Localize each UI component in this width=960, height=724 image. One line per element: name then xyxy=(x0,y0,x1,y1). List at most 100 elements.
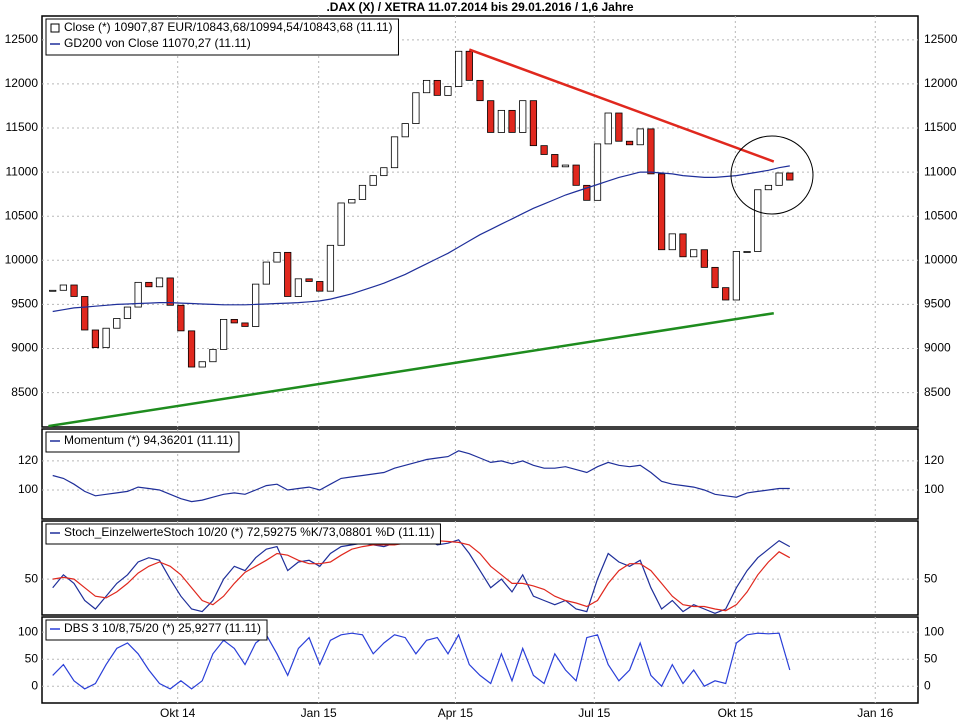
x-tick-label: Okt 15 xyxy=(718,706,754,720)
candle xyxy=(316,281,324,292)
candle xyxy=(209,348,217,363)
y-tick-label: 9500 xyxy=(924,297,951,311)
candle xyxy=(113,318,121,329)
candle xyxy=(241,322,249,327)
candle xyxy=(70,284,78,297)
candle xyxy=(764,184,773,191)
legend-label: Close (*) 10907,87 EUR/10843,68/10994,54… xyxy=(64,20,392,34)
legend-label: DBS 3 10/8,75/20 (*) 25,9277 (11.11) xyxy=(64,621,261,635)
chart-title: .DAX (X) / XETRA 11.07.2014 bis 29.01.20… xyxy=(326,0,633,14)
candle xyxy=(348,199,356,204)
candle xyxy=(529,100,538,147)
legend-swatch xyxy=(50,23,60,33)
y-tick-label: 11500 xyxy=(924,120,957,134)
candle xyxy=(177,304,185,332)
y-tick-label: 12500 xyxy=(924,32,958,46)
legend-box xyxy=(45,523,441,545)
series-line xyxy=(52,165,790,313)
candle xyxy=(305,278,313,282)
y-tick-label: 8500 xyxy=(11,385,38,399)
candle xyxy=(572,164,580,186)
y-tick-label: 50 xyxy=(25,651,39,665)
series-line xyxy=(52,450,790,503)
legend: Stoch_EinzelwerteStoch 10/20 (*) 72,5927… xyxy=(45,523,441,545)
candle xyxy=(220,318,228,350)
x-tick-label: Jul 15 xyxy=(578,706,610,720)
candle xyxy=(615,112,623,142)
candle xyxy=(487,100,495,133)
y-tick-label: 100 xyxy=(924,482,944,496)
candle xyxy=(711,266,719,289)
y-tick-label: 11500 xyxy=(6,120,39,134)
candle xyxy=(390,136,399,169)
candle xyxy=(433,79,441,96)
candle xyxy=(422,79,431,94)
candle xyxy=(91,329,100,349)
legend: Momentum (*) 94,36201 (11.11) xyxy=(45,431,240,453)
legend: DBS 3 10/8,75/20 (*) 25,9277 (11.11) xyxy=(45,619,268,641)
candle xyxy=(754,189,762,252)
candle xyxy=(198,361,206,368)
candle xyxy=(294,278,302,297)
candle xyxy=(262,261,270,285)
y-tick-label: 0 xyxy=(31,678,38,692)
candle xyxy=(636,128,644,146)
y-tick-label: 10500 xyxy=(924,208,958,222)
candle xyxy=(145,281,153,288)
candle xyxy=(690,249,698,258)
candle xyxy=(369,175,377,186)
candle xyxy=(444,86,452,96)
y-tick-label: 9000 xyxy=(11,341,38,355)
plot-area xyxy=(52,632,791,690)
candle xyxy=(497,109,505,133)
candle xyxy=(786,172,794,181)
y-tick-label: 10000 xyxy=(924,252,958,266)
y-tick-label: 50 xyxy=(924,651,938,665)
trendline xyxy=(468,48,775,163)
y-tick-label: 50 xyxy=(924,571,938,585)
legend-label: Stoch_EinzelwerteStoch 10/20 (*) 72,5927… xyxy=(64,525,434,539)
plot-area xyxy=(48,48,794,427)
candle xyxy=(273,251,281,263)
panel-frame xyxy=(41,616,919,704)
candle xyxy=(102,327,110,349)
candle xyxy=(455,50,463,87)
candle xyxy=(401,123,409,138)
candle xyxy=(59,284,67,291)
panel-frame xyxy=(41,15,919,428)
candle xyxy=(583,184,591,201)
candle xyxy=(81,296,89,331)
candle xyxy=(722,287,730,301)
candle xyxy=(465,50,473,81)
candle xyxy=(326,244,335,292)
candle xyxy=(732,251,740,301)
candle xyxy=(743,251,751,253)
candle xyxy=(187,330,196,368)
candle xyxy=(49,289,57,292)
candle xyxy=(134,281,142,308)
candle xyxy=(337,202,345,246)
candle xyxy=(700,249,708,268)
candle xyxy=(604,112,612,145)
legend-box xyxy=(45,18,399,56)
trendline xyxy=(48,311,774,427)
candle xyxy=(358,184,367,200)
y-tick-label: 12000 xyxy=(5,76,39,90)
candle xyxy=(775,172,783,186)
legend-box xyxy=(45,431,240,453)
y-tick-label: 120 xyxy=(18,453,38,467)
y-tick-label: 12000 xyxy=(924,76,958,90)
x-tick-label: Jan 15 xyxy=(301,706,337,720)
candle xyxy=(561,164,570,168)
y-tick-label: 10000 xyxy=(5,252,39,266)
x-tick-label: Apr 15 xyxy=(438,706,474,720)
y-tick-label: 11000 xyxy=(924,164,957,178)
y-tick-label: 8500 xyxy=(924,385,951,399)
y-tick-label: 10500 xyxy=(5,208,39,222)
candle xyxy=(540,145,548,155)
y-tick-label: 11000 xyxy=(6,164,39,178)
y-tick-label: 100 xyxy=(924,624,944,638)
candle xyxy=(625,140,634,146)
candle xyxy=(508,109,516,133)
